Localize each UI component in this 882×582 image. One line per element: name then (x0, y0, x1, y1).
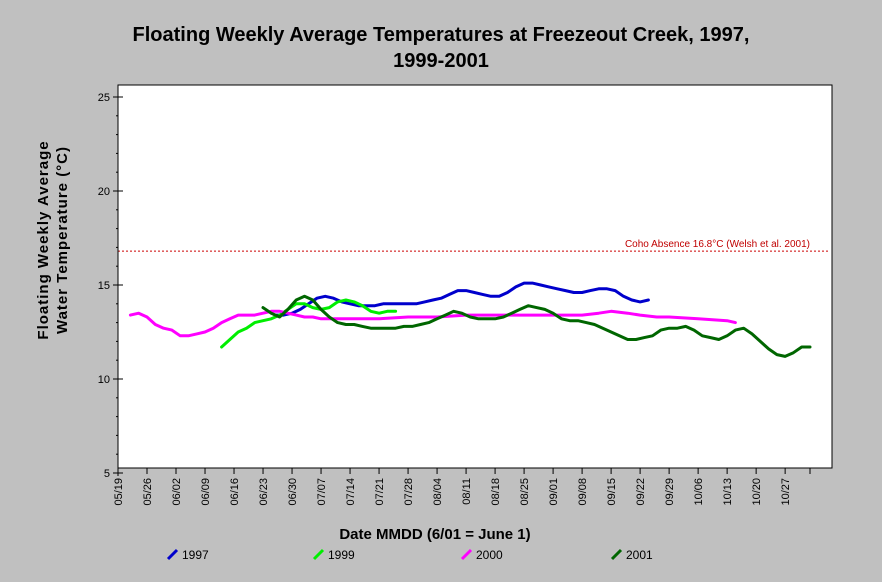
legend-swatch-1997 (166, 548, 179, 561)
axes: 25 20 15 10 505/19 05/26 06/02 06/09 06/16 06/23 0… (98, 91, 811, 506)
x-tick-label: 10/27 (780, 478, 792, 506)
legend-swatch-2000 (460, 548, 473, 561)
x-tick-label: 06/23 (258, 478, 270, 506)
series-line-1997 (274, 281, 650, 317)
y-tick-label: 15 (98, 280, 110, 292)
x-tick-label: 09/01 (548, 478, 560, 506)
chart-title: Floating Weekly Average Temperatures at … (0, 22, 882, 74)
x-tick-label: 09/08 (577, 478, 589, 506)
x-tick-label: 08/04 (432, 478, 444, 506)
x-tick-label: 05/26 (142, 478, 154, 506)
y-axis-label-line-1: Floating Weekly Average (35, 140, 52, 339)
series-line-2000 (128, 309, 737, 338)
x-tick-label: 10/06 (693, 478, 705, 506)
series-line-1999 (220, 298, 398, 349)
x-tick-label: 05/19 (113, 478, 125, 506)
x-tick-label: 06/09 (200, 478, 212, 506)
y-tick-label: 5 (104, 468, 110, 480)
x-axis-label: Date MMDD (6/01 = June 1) (339, 526, 530, 543)
x-tick-label: 08/25 (519, 478, 531, 506)
legend-label-1997: 1997 (182, 548, 209, 562)
series-line-2001 (261, 294, 812, 358)
x-tick-label: 06/16 (229, 478, 241, 506)
y-axis-label-line-2: Water Temperature (°C) (54, 146, 71, 334)
legend-label-2001: 2001 (626, 548, 653, 562)
legend-swatch-2001 (610, 548, 623, 561)
chart-title-line-1: Floating Weekly Average Temperatures at … (132, 24, 750, 46)
legend: 1997 1999 2000 2001 (166, 548, 653, 562)
y-tick-label: 10 (98, 374, 110, 386)
x-tick-label: 06/02 (171, 478, 183, 506)
y-tick-label: 25 (98, 92, 110, 104)
threshold-label: Coho Absence 16.8°C (Welsh et al. 2001) (625, 239, 810, 250)
y-tick-label: 20 (98, 186, 110, 198)
chart-title-line-2: 1999-2001 (393, 50, 489, 72)
x-tick-label: 07/14 (345, 478, 357, 506)
x-tick-label: 09/29 (664, 478, 676, 506)
x-tick-label: 10/13 (722, 478, 734, 506)
x-tick-label: 07/28 (403, 478, 415, 506)
series-layer (128, 281, 812, 358)
legend-label-2000: 2000 (476, 548, 503, 562)
x-tick-label: 07/07 (316, 478, 328, 506)
x-tick-label: 09/22 (635, 478, 647, 506)
x-tick-label: 09/15 (606, 478, 618, 506)
threshold-layer: Coho Absence 16.8°C (Welsh et al. 2001) (118, 239, 830, 252)
legend-label-1999: 1999 (328, 548, 355, 562)
x-tick-label: 08/11 (461, 478, 473, 505)
x-tick-label: 10/20 (751, 478, 763, 506)
x-tick-label: 07/21 (374, 478, 386, 506)
x-tick-label: 08/18 (490, 478, 502, 506)
x-tick-label: 06/30 (287, 478, 299, 506)
axis-labels: Floating Weekly Average Water Temperatur… (35, 140, 531, 543)
plot-area (117, 84, 833, 469)
legend-swatch-1999 (312, 548, 325, 561)
